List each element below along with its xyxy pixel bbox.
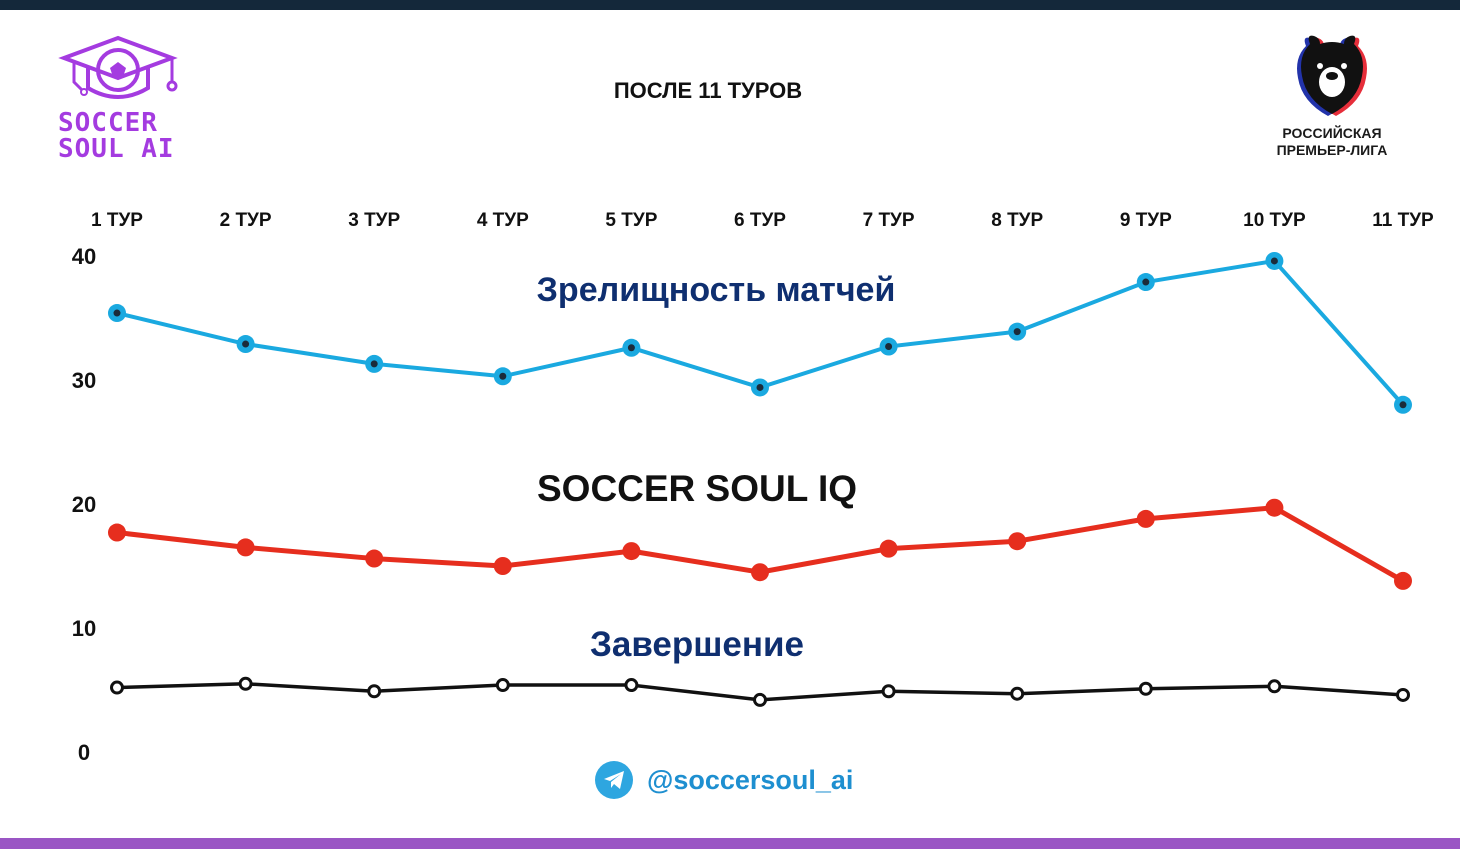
y-tick-label: 10 [72,616,96,641]
data-point [1394,571,1412,590]
bear-icon [1297,35,1367,116]
data-point-center [499,372,507,380]
soccer-soul-logo: SOCCER SOUL AI [52,30,192,165]
logo-line-2: SOUL AI [58,134,175,164]
data-point-center [242,340,250,348]
data-point-center [1013,328,1021,336]
data-point [236,538,255,557]
data-point [624,678,639,693]
y-tick-label: 40 [72,244,96,269]
data-point-center [1270,257,1278,265]
x-tick-label: 2 ТУР [220,210,272,231]
graduation-cap-ball-icon [58,35,178,99]
data-point [1265,498,1284,517]
telegram-handle: @soccersoul_ai [647,764,854,795]
data-point [1010,686,1025,701]
x-tick-label: 11 ТУР [1372,210,1434,231]
series-label: Зрелищность матчей [537,271,896,309]
data-point [238,676,253,691]
data-point-center [113,309,121,317]
rpl-line-1: РОССИЙСКАЯ [1282,125,1382,141]
rpl-logo-text: РОССИЙСКАЯ ПРЕМЬЕР-ЛИГА [1262,125,1402,159]
data-point [365,549,384,568]
soccer-soul-logo-text: SOCCER SOUL AI [58,110,188,162]
x-tick-label: 5 ТУР [605,210,657,231]
data-point [108,523,126,542]
data-point-center [756,383,764,391]
data-point [367,684,382,699]
data-point [753,692,767,707]
data-point [881,684,896,699]
rpl-logo: РОССИЙСКАЯ ПРЕМЬЕР-ЛИГА [1262,30,1402,160]
y-tick-label: 0 [78,740,90,765]
data-point [1136,509,1155,528]
telegram-link[interactable]: @soccersoul_ai [595,760,853,800]
data-point-center [885,343,893,351]
data-point [751,563,769,582]
rpl-line-2: ПРЕМЬЕР-ЛИГА [1276,142,1388,158]
data-point-center [1399,401,1407,409]
data-point [879,539,898,558]
x-tick-label: 1 ТУР [91,210,143,231]
top-bar [0,0,1460,10]
series-label: SOCCER SOUL IQ [537,468,857,509]
data-point-center [627,344,635,352]
bottom-bar [0,838,1460,849]
series-label: Завершение [590,625,804,664]
chart-subtitle: ПОСЛЕ 11 ТУРОВ [613,78,803,103]
logo-line-1: SOCCER [58,108,158,138]
data-point [1138,681,1153,696]
data-point [495,678,510,693]
x-tick-label: 10 ТУР [1243,210,1306,231]
telegram-icon [595,761,633,799]
x-tick-label: 7 ТУР [863,210,915,231]
data-point [493,557,512,575]
data-point [622,542,641,561]
x-tick-label: 3 ТУР [348,210,400,231]
y-tick-label: 20 [72,492,96,517]
data-point-center [370,360,378,368]
x-tick-label: 9 ТУР [1120,210,1172,231]
x-tick-label: 8 ТУР [991,210,1043,231]
data-point-center [1142,278,1150,286]
data-point [1267,679,1282,694]
data-point [1396,687,1410,702]
x-tick-label: 6 ТУР [734,210,786,231]
data-point [1008,532,1027,551]
y-tick-label: 30 [72,368,96,393]
x-tick-label: 4 ТУР [477,210,529,231]
data-point [110,680,124,695]
